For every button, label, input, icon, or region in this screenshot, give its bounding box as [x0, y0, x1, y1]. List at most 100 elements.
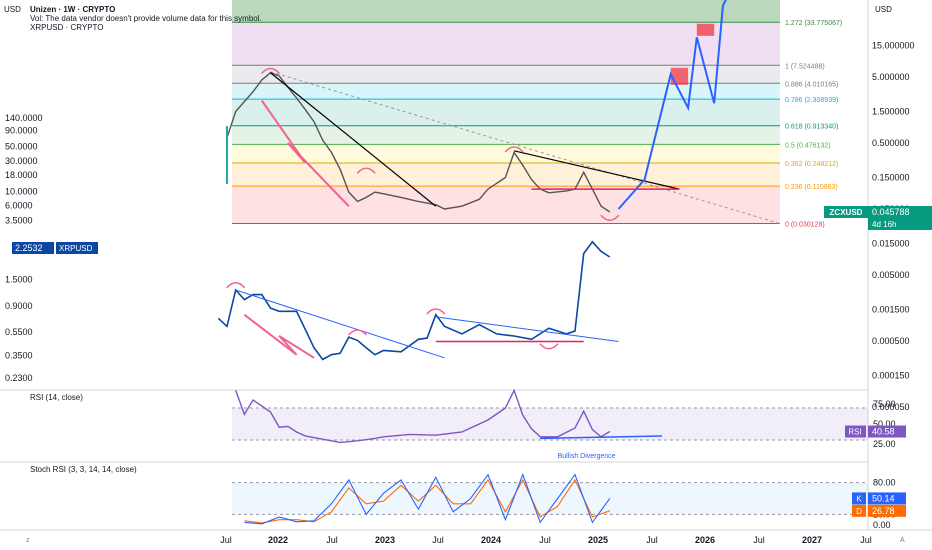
right-axis-tick: 5.000000	[872, 72, 910, 82]
last-price-badge	[868, 206, 932, 230]
xrp-symbol-badge	[56, 242, 98, 254]
stoch-axis-tick: 0.00	[873, 520, 891, 530]
symbol-badge-label: ZCXUSD	[830, 208, 863, 217]
xrp-price-badge	[12, 242, 54, 254]
target-box	[670, 67, 689, 85]
fib-level-label: 0.5 (0.476132)	[785, 142, 831, 149]
fib-level-label: 0.236 (0.110863)	[785, 184, 838, 191]
left-axis-tick: 0.2300	[5, 373, 33, 383]
rsi-band	[232, 408, 868, 440]
pivot-arc	[260, 67, 281, 74]
x-axis-tick: Jul	[646, 535, 658, 545]
right-axis-tick: 0.500000	[872, 138, 910, 148]
x-axis-tick: 2025	[588, 535, 608, 545]
fib-level-label: 1 (7.524488)	[785, 63, 825, 70]
stoch-value-badge	[868, 504, 906, 517]
rsi-axis-tick: 25.00	[873, 439, 896, 449]
dashed-trendline	[270, 71, 781, 225]
divergence-annotation: Bullish Divergence	[558, 453, 616, 460]
xrp-trendline	[235, 289, 445, 359]
pattern-zigzag	[260, 99, 350, 207]
stoch-axis-tick: 80.00	[873, 478, 896, 488]
time-to-close-label: 4d 16h	[872, 220, 896, 229]
rsi-title: RSI (14, close)	[30, 393, 83, 402]
rsi-value-badge	[868, 425, 906, 438]
fib-level-label: 0.382 (0.248212)	[785, 161, 838, 168]
stoch-value-badge	[868, 492, 906, 505]
right-axis-tick: 15.000000	[872, 40, 915, 50]
right-axis-unit: USD	[875, 5, 892, 14]
rsi-value: 40.58	[872, 427, 895, 437]
pivot-arc	[426, 308, 446, 315]
pivot-arc	[539, 343, 559, 350]
volume-note: Vol: The data vendor doesn't provide vol…	[30, 14, 262, 23]
overlay-symbol-title: XRPUSD · CRYPTO	[30, 23, 104, 32]
stoch-value: 26.78	[872, 506, 895, 516]
fib-level-label: 0 (0.030128)	[785, 221, 825, 228]
rsi-axis-tick: 75.00	[873, 399, 896, 409]
fib-level-label: 0.618 (0.913340)	[785, 124, 838, 131]
stoch-label-badge	[852, 492, 866, 505]
last-price-label: 0.045788	[872, 207, 910, 217]
left-axis-tick: 1.5000	[5, 274, 33, 284]
fib-zone	[232, 125, 780, 145]
left-axis-tick: 50.0000	[5, 142, 38, 152]
left-axis-tick: 3.5000	[5, 216, 33, 226]
fib-zone	[232, 22, 780, 66]
resistance-trendline	[270, 72, 437, 207]
left-axis-tick: 30.0000	[5, 156, 38, 166]
left-axis-tick: 18.0000	[5, 170, 38, 180]
left-axis-tick: 10.0000	[5, 186, 38, 196]
pivot-arc	[226, 282, 246, 289]
pivot-arc	[356, 167, 376, 174]
fib-zone	[232, 144, 780, 164]
target-box	[696, 23, 715, 36]
pivot-arc	[347, 329, 368, 336]
fib-level-label: 1.272 (33.775067)	[785, 20, 842, 27]
x-axis-tick: 2026	[695, 535, 715, 545]
x-axis-tick: 2022	[268, 535, 288, 545]
xrp-zigzag	[243, 313, 315, 359]
xrp-price-label: 2.2532	[15, 243, 43, 253]
x-axis-tick: Jul	[326, 535, 338, 545]
divergence-line	[540, 435, 663, 440]
stoch-label-badge	[852, 504, 866, 517]
rsi-axis-tick: 50.00	[873, 419, 896, 429]
x-axis-tick: 2023	[375, 535, 395, 545]
x-axis-tick: Jul	[753, 535, 765, 545]
rsi-line	[235, 388, 611, 444]
fib-zone	[232, 0, 780, 23]
auto-scale-icon[interactable]: A	[900, 537, 905, 544]
x-axis-tick: 2024	[481, 535, 501, 545]
fib-level-label: 0.886 (4.010165)	[785, 81, 838, 88]
left-axis-tick: 0.5500	[5, 327, 33, 337]
xrp-trendline	[435, 316, 619, 343]
stoch-label: D	[856, 507, 862, 516]
stoch-value: 50.14	[872, 493, 895, 503]
projection-path	[617, 0, 727, 210]
left-axis-tick: 0.3500	[5, 351, 33, 361]
x-axis-tick: Jul	[539, 535, 551, 545]
chart-title: Unizen · 1W · CRYPTO	[30, 5, 116, 14]
left-axis-tick: 6.0000	[5, 201, 33, 211]
xrp-line	[217, 240, 611, 361]
timezone-icon[interactable]: z	[26, 537, 30, 544]
rsi-label: RSI	[848, 428, 861, 437]
resistance-trendline	[513, 150, 680, 190]
left-axis-tick: 140.0000	[5, 113, 43, 123]
xrp-symbol-label: XRPUSD	[59, 244, 93, 253]
stoch-k-line	[244, 473, 611, 525]
x-axis-tick: Jul	[860, 535, 872, 545]
right-axis-tick: 0.015000	[872, 238, 910, 248]
rsi-label-badge	[845, 425, 866, 438]
fib-zone	[232, 186, 780, 224]
right-axis-tick: 0.150000	[872, 172, 910, 182]
fib-zone	[232, 83, 780, 100]
pivot-arc	[600, 214, 620, 221]
x-axis-tick: 2027	[802, 535, 822, 545]
right-axis-tick: 0.000050	[872, 402, 910, 412]
right-axis-tick: 0.001500	[872, 304, 910, 314]
left-axis-unit: USD	[4, 5, 21, 14]
